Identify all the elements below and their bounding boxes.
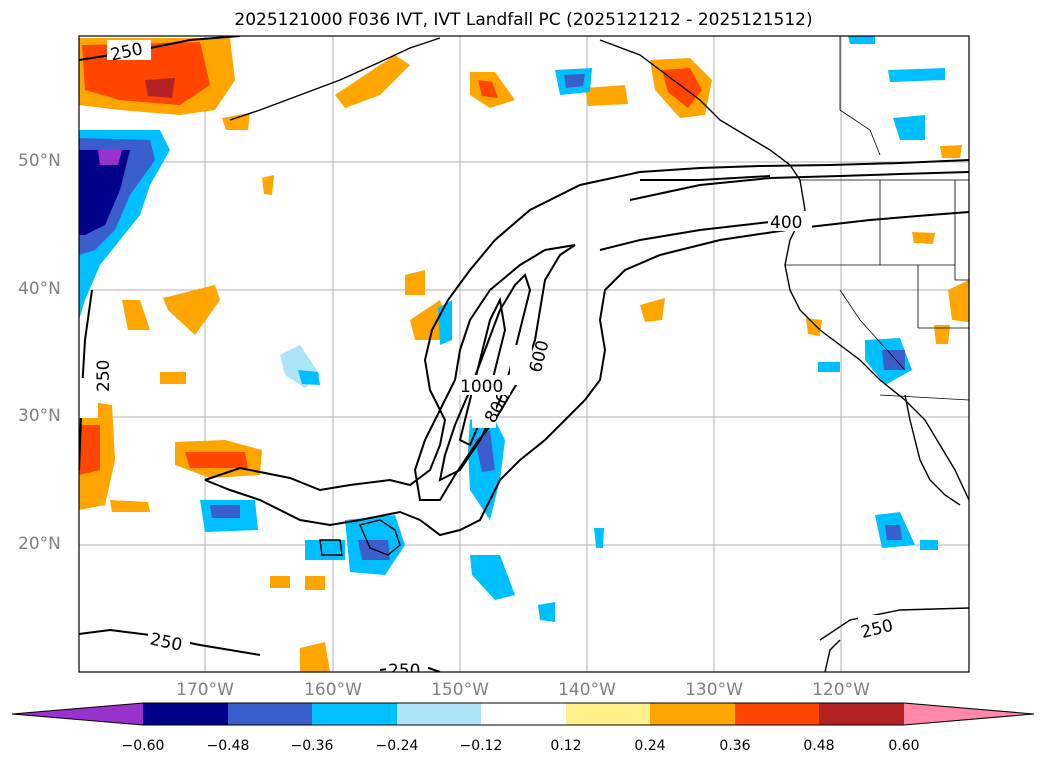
lon-label: 150°W (431, 680, 489, 700)
colorbar-segment (481, 703, 566, 725)
colorbar-segment (566, 703, 650, 725)
colorbar-tick-label: 0.24 (634, 738, 666, 754)
lon-label: 130°W (685, 680, 743, 700)
map-plot-area: 250 250 250 250 250 400 600 800 1000 (79, 36, 969, 681)
lat-label: 40°N (18, 279, 61, 299)
contour-label: 250 (94, 360, 114, 392)
colorbar-tick-label: −0.12 (459, 738, 503, 754)
colorbar-segment (312, 703, 397, 725)
map-title: 2025121000 F036 IVT, IVT Landfall PC (20… (234, 10, 813, 30)
colorbar-segment (819, 703, 904, 725)
lon-label: 140°W (558, 680, 616, 700)
colorbar-tick-label: 0.12 (550, 738, 582, 754)
contour-label-group: 250 250 250 250 250 400 600 800 1000 (79, 39, 900, 681)
colorbar-segment (735, 703, 819, 725)
colorbar-tick-label: −0.36 (290, 738, 334, 754)
pc-negative-regions (79, 36, 945, 622)
colorbar-segment (650, 703, 735, 725)
contour-label: 1000 (460, 377, 503, 397)
colorbar-tick-label: −0.48 (206, 738, 250, 754)
lon-label: 160°W (304, 680, 362, 700)
colorbar (11, 702, 1035, 726)
lon-label: 170°W (176, 680, 234, 700)
colorbar-extend-high (904, 703, 1034, 725)
colorbar-segment (228, 703, 312, 725)
map-frame (78, 35, 970, 673)
contour-label: 250 (388, 661, 420, 681)
colorbar-extend-low (12, 703, 143, 725)
lon-label: 120°W (812, 680, 870, 700)
colorbar-tick-label: −0.24 (375, 738, 419, 754)
colorbar-segment (143, 703, 228, 725)
colorbar-tick-label: 0.48 (803, 738, 835, 754)
colorbar-tick-label: 0.60 (888, 738, 920, 754)
colorbar-tick-label: 0.36 (719, 738, 751, 754)
colorbar-segment (397, 703, 481, 725)
lat-label: 50°N (18, 151, 61, 171)
contour-label: 400 (770, 213, 802, 233)
lat-label: 20°N (18, 534, 61, 554)
lat-label: 30°N (18, 406, 61, 426)
political-borders (785, 36, 969, 401)
colorbar-tick-label: −0.60 (121, 738, 165, 754)
